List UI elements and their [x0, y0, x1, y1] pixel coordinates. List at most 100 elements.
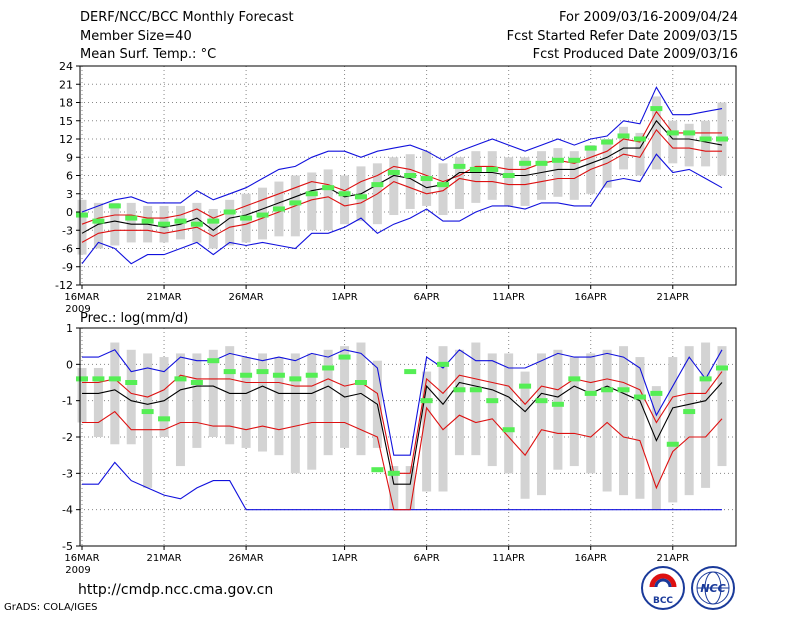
prec-spread-box — [93, 367, 103, 437]
temp-spread-box — [536, 151, 546, 200]
prec-ensemble-marker — [92, 376, 105, 382]
temp-ensemble-marker — [486, 166, 499, 172]
prec-upper-quantile-line — [82, 371, 723, 474]
prec-ensemble-marker — [551, 401, 564, 407]
temp-ensemble-marker — [502, 173, 515, 178]
prec-spread-box — [586, 353, 596, 474]
prec-ensemble-marker — [338, 354, 351, 360]
prec-spread-box — [569, 357, 579, 467]
temp-ensemble-marker — [158, 221, 171, 227]
temp-ensemble-marker — [272, 206, 285, 212]
temp-ensemble-marker — [551, 157, 564, 163]
prec-spread-box — [405, 466, 415, 510]
temp-ytick-label: 9 — [66, 151, 73, 164]
temp-spread-box — [323, 169, 333, 231]
prec-ensemble-marker — [223, 369, 236, 375]
prec-spread-box — [668, 357, 678, 503]
temp-spread-box — [93, 202, 103, 249]
temp-spread-box — [307, 172, 317, 231]
prec-spread-box — [520, 371, 530, 499]
temp-ensemble-marker — [256, 212, 269, 218]
temp-ytick-label: -9 — [62, 261, 73, 274]
temp-ensemble-marker — [371, 182, 384, 188]
prec-spread-box — [258, 353, 268, 452]
temp-ytick-label: 0 — [66, 206, 73, 219]
temp-xtick-label: 11APR — [492, 292, 525, 303]
prec-spread-box — [717, 346, 727, 467]
prec-ensemble-marker — [584, 390, 597, 396]
temp-spread-box — [569, 151, 579, 200]
prec-ensemble-marker — [207, 358, 220, 364]
prec-ensemble-marker — [535, 398, 548, 404]
temp-ensemble-marker — [108, 203, 121, 209]
prec-spread-box — [356, 342, 366, 456]
grads-credit: GrADS: COLA/IGES — [4, 602, 98, 613]
temp-ensemble-marker — [240, 215, 253, 221]
ncc-logo-text: NCC — [700, 582, 725, 595]
temp-spread-box — [635, 132, 645, 176]
prec-spread-box — [126, 349, 136, 445]
temp-xtick-label: 26MAR — [229, 292, 264, 303]
temp-panel: -12 -9 -6 -3 0 3 6 9 12 15 18 21 24 16MAR 21MAR 26MAR 1A… — [55, 60, 737, 315]
chart-title: DERF/NCC/BCC Monthly Forecast — [80, 10, 294, 25]
temp-ensemble-marker — [535, 160, 548, 166]
prec-year-label: 2009 — [65, 565, 90, 576]
prec-title: Prec.: log(mm/d) — [80, 311, 188, 326]
prec-ensemble-marker — [256, 369, 269, 375]
temp-ensemble-marker — [354, 194, 367, 200]
temp-ensemble-marker — [437, 182, 450, 188]
prec-spread-box — [143, 353, 153, 488]
prec-spread-box — [553, 349, 563, 470]
prec-ensemble-marker — [354, 380, 367, 385]
prec-ensemble-marker — [240, 372, 253, 378]
temp-ytick-label: 18 — [59, 97, 73, 110]
prec-ensemble-marker — [404, 369, 417, 375]
prec-ensemble-marker — [437, 361, 450, 367]
temp-ensemble-marker — [699, 136, 712, 142]
prec-mean-line — [82, 381, 723, 485]
prec-xtick-label: 21APR — [656, 553, 689, 564]
prec-ensemble-marker — [568, 376, 581, 382]
prec-spread-box — [110, 342, 120, 445]
temp-ensemble-marker — [92, 218, 105, 224]
prec-ensemble-marker — [289, 376, 302, 382]
prec-ensemble-marker — [305, 372, 318, 378]
prec-ensemble-marker — [420, 398, 433, 404]
variable-label: Mean Surf. Temp.: °C — [80, 47, 217, 62]
prec-ytick-label: 1 — [66, 322, 73, 335]
temp-ensemble-marker — [404, 173, 417, 178]
prec-ytick-label: 0 — [66, 358, 73, 371]
temp-spread-box — [405, 154, 415, 209]
temp-max-line — [81, 86, 723, 213]
prec-xtick-label: 11APR — [492, 553, 525, 564]
temp-ensemble-marker — [125, 215, 138, 221]
bcc-logo: BCC — [641, 566, 685, 610]
prec-spread-box — [389, 466, 399, 510]
prec-xtick-label: 21MAR — [146, 553, 181, 564]
temp-xtick-label: 16APR — [574, 292, 607, 303]
prec-xtick-label: 16MAR — [64, 553, 99, 564]
temp-ensemble-marker — [469, 166, 482, 172]
prec-xtick-label: 6APR — [414, 553, 440, 564]
temp-ensemble-marker — [519, 160, 532, 166]
temp-ensemble-marker — [601, 139, 614, 145]
prec-ensemble-marker — [502, 427, 515, 433]
temp-ensemble-marker — [305, 191, 318, 197]
prec-ensemble-marker — [158, 416, 171, 422]
prec-ensemble-marker — [190, 380, 203, 385]
prec-spread-box — [208, 349, 218, 437]
prec-ytick-label: -1 — [62, 395, 73, 408]
temp-ensemble-marker — [716, 136, 728, 142]
prec-ensemble-marker — [174, 376, 187, 382]
prec-spread-box — [307, 353, 317, 470]
temp-spread-box — [701, 120, 711, 167]
prec-spread-box — [290, 353, 300, 474]
source-url[interactable]: http://cmdp.ncc.cma.gov.cn — [78, 582, 274, 598]
prec-ytick-label: -4 — [62, 504, 73, 517]
prec-ensemble-marker — [633, 394, 646, 400]
prec-ensemble-marker — [453, 387, 466, 393]
temp-xtick-label: 21APR — [656, 292, 689, 303]
temp-ensemble-marker — [453, 163, 466, 169]
temp-ensemble-marker — [223, 209, 236, 215]
